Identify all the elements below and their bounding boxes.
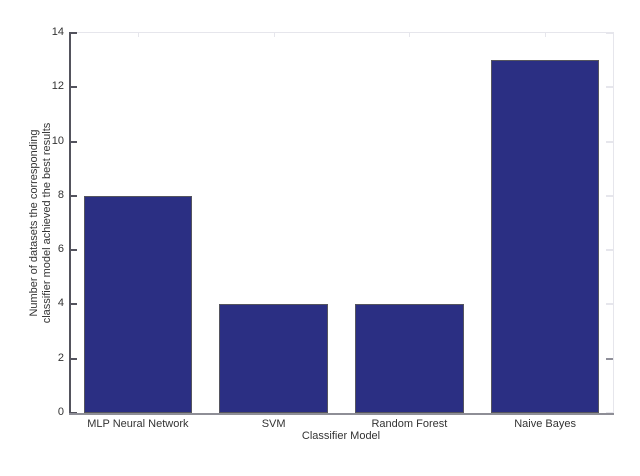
- y-tick-mark: [71, 194, 77, 197]
- y-tick-mark: [71, 357, 77, 360]
- x-tick-mark-top: [545, 33, 547, 37]
- bar-random-forest: [355, 304, 464, 413]
- y-tick-mark-right: [606, 249, 613, 252]
- y-tick-label: 14: [51, 26, 64, 38]
- y-tick-label: 12: [51, 80, 64, 93]
- y-tick-label: 10: [51, 134, 64, 147]
- x-tick-label: MLP Neural Network: [87, 418, 189, 430]
- y-tick-mark-right: [606, 357, 613, 360]
- x-tick-mark-top: [409, 33, 411, 37]
- y-axis-title-line1: Number of datasets the corresponding: [28, 129, 40, 317]
- y-tick-label: 6: [57, 243, 64, 256]
- y-tick-mark-right: [606, 86, 613, 89]
- y-axis-line: [69, 32, 71, 415]
- y-tick-mark-right: [606, 303, 613, 306]
- y-axis-title-line2: classifier model achieved the best resul…: [41, 122, 53, 324]
- x-tick-label: SVM: [261, 418, 286, 430]
- y-axis-title: Number of datasets the corresponding cla…: [28, 123, 54, 324]
- y-tick-mark: [71, 303, 77, 306]
- y-tick-mark: [71, 86, 77, 89]
- y-tick-mark-right: [606, 194, 613, 197]
- x-tick-label: Random Forest: [371, 418, 448, 430]
- y-tick-mark-right: [606, 32, 613, 34]
- x-axis-line: [69, 413, 614, 415]
- y-tick-mark-right: [606, 140, 613, 143]
- y-tick-label: 0: [57, 406, 64, 418]
- bar-svm: [219, 304, 328, 413]
- y-tick-label: 2: [57, 351, 64, 364]
- plot-right-border: [613, 32, 614, 414]
- x-tick-mark-top: [273, 33, 275, 37]
- y-tick-mark: [71, 140, 77, 143]
- plot-top-border: [70, 32, 614, 33]
- x-tick-label: Naive Bayes: [514, 418, 576, 430]
- y-tick-label: 4: [57, 297, 64, 310]
- y-tick-mark: [71, 32, 77, 34]
- y-tick-mark: [71, 249, 77, 252]
- bar-naive-bayes: [490, 60, 600, 413]
- x-axis-title: Classifier Model: [301, 430, 381, 442]
- bar-mlp-neural-network: [83, 195, 193, 413]
- x-tick-mark-top: [137, 33, 139, 37]
- y-tick-label: 8: [57, 188, 64, 201]
